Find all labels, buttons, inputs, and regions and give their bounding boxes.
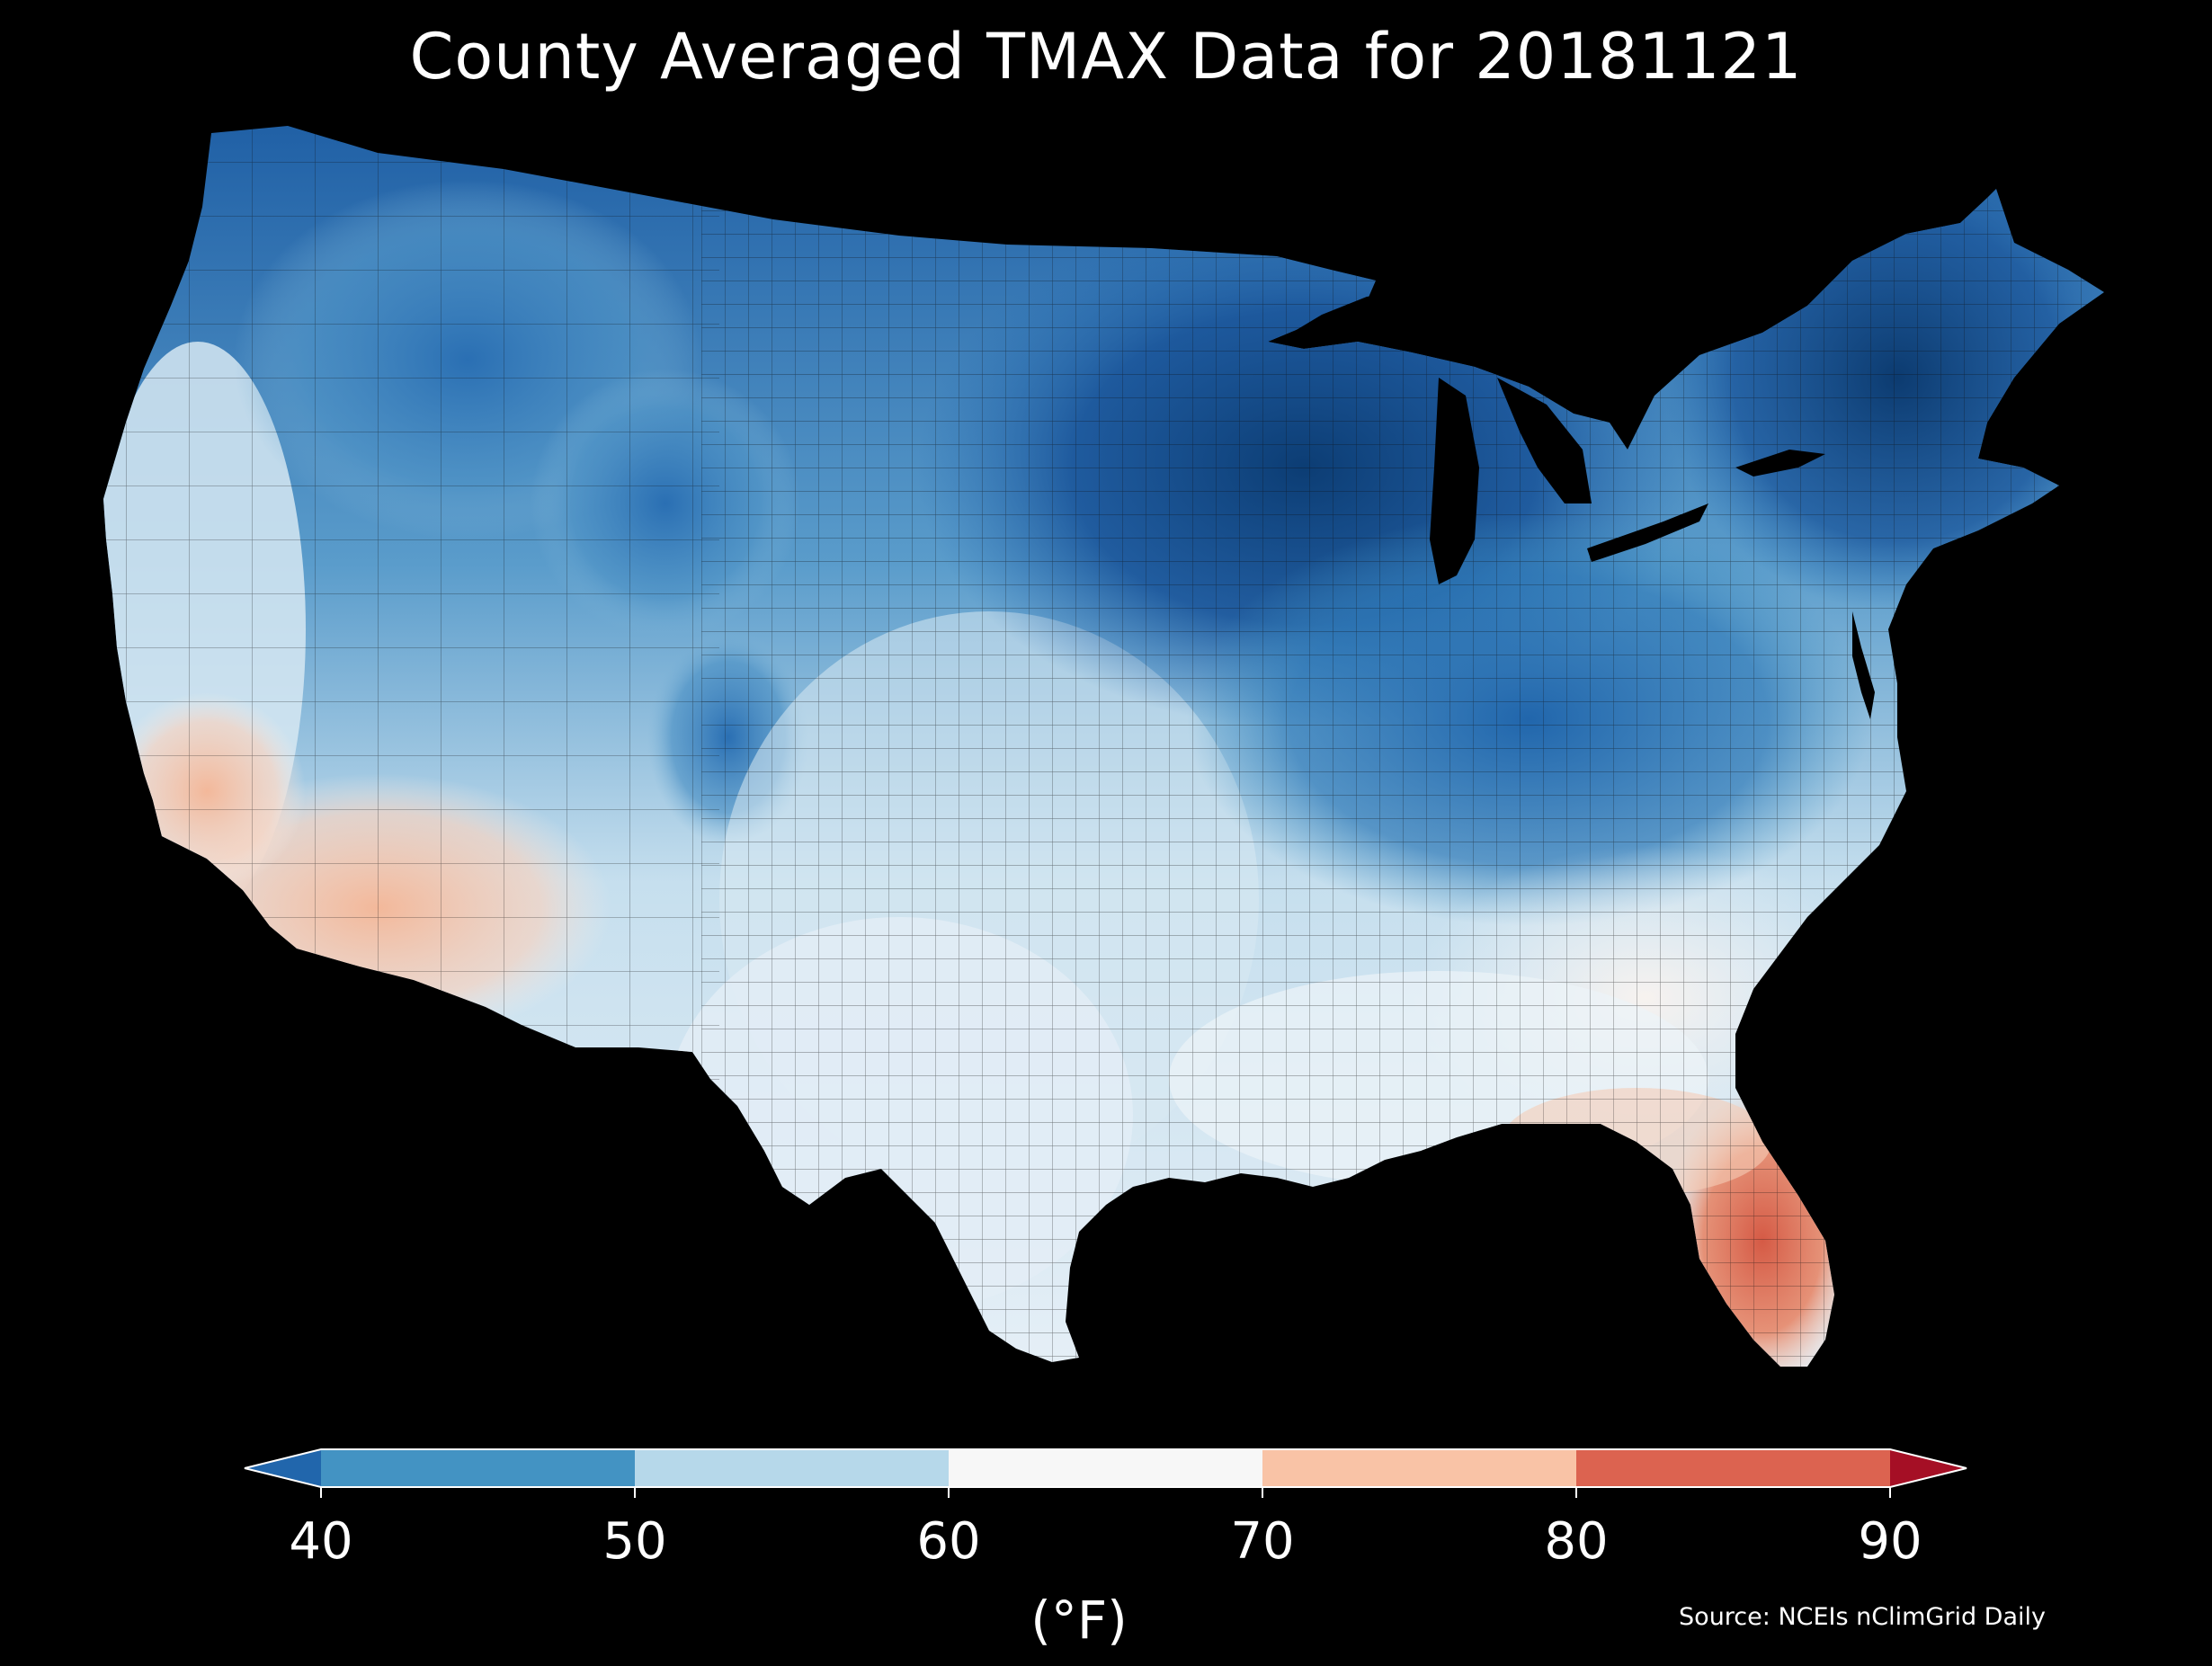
source-label: Source: NCEIs nClimGrid Daily bbox=[1679, 1603, 2046, 1631]
colorbar-bin-40-50 bbox=[321, 1449, 635, 1487]
lake-michigan bbox=[1430, 378, 1479, 584]
colorbar-under-extend bbox=[245, 1449, 321, 1487]
colorbar-bin-60-70 bbox=[949, 1449, 1262, 1487]
colorbar-tick-label: 50 bbox=[602, 1512, 667, 1571]
lake-ontario bbox=[1735, 450, 1825, 477]
chesapeake-bay bbox=[1852, 611, 1875, 719]
colorbar-bin-50-60 bbox=[635, 1449, 949, 1487]
lake-huron bbox=[1497, 378, 1592, 503]
colorbar-tick-label: 60 bbox=[916, 1512, 981, 1571]
colorbar-tick-label: 90 bbox=[1858, 1512, 1922, 1571]
page-title: County Averaged TMAX Data for 20181121 bbox=[409, 20, 1803, 94]
colorbar-tick-label: 40 bbox=[289, 1512, 353, 1571]
great-lakes bbox=[1277, 292, 1825, 584]
colorbar-bin-70-80 bbox=[1262, 1449, 1576, 1487]
colorbar-tick-label: 70 bbox=[1230, 1512, 1295, 1571]
colorbar-unit-label: (°F) bbox=[1030, 1590, 1128, 1651]
lake-erie bbox=[1587, 503, 1708, 562]
colorbar-over-extend bbox=[1890, 1449, 1967, 1487]
colorbar-bin-80-90 bbox=[1576, 1449, 1890, 1487]
lake-superior bbox=[1277, 292, 1403, 342]
colorbar-tick-label: 80 bbox=[1544, 1512, 1609, 1571]
